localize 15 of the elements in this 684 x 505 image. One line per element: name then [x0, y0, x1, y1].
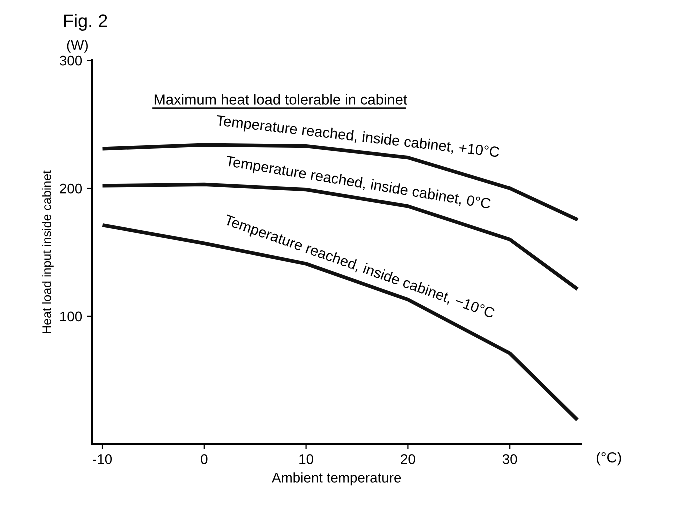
x-tick-label: 0: [201, 454, 208, 464]
y-axis-title: Heat load input inside cabinet: [42, 170, 54, 334]
y-tick-label: 200: [60, 184, 82, 194]
annotation: Maximum heat load tolerable in cabinet: [154, 94, 408, 105]
chart-title: Fig. 2: [64, 14, 108, 32]
x-axis-title: Ambient temperature: [272, 472, 402, 486]
x-tick-label: 20: [401, 454, 416, 464]
text: (°C): [596, 452, 622, 466]
y-tick-label: 300: [60, 56, 82, 66]
x-tick-label: 10: [300, 454, 314, 464]
y-tick-label: 100: [60, 312, 82, 322]
text: (W): [67, 40, 88, 53]
text: Temperature reached, inside cabinet, 0°C: [225, 155, 492, 212]
x-tick-label: -10: [93, 454, 112, 464]
x-tick-label: 30: [502, 454, 518, 464]
